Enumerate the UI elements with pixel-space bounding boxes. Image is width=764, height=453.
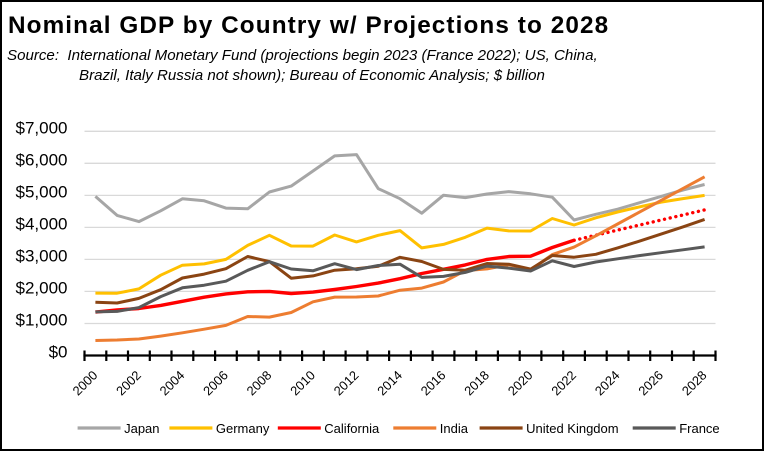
svg-text:2006: 2006 [200, 368, 231, 399]
svg-text:France: France [679, 421, 719, 436]
svg-text:Germany: Germany [216, 421, 270, 436]
svg-text:California: California [324, 421, 380, 436]
svg-text:2012: 2012 [331, 368, 362, 399]
svg-text:2022: 2022 [548, 368, 579, 399]
svg-text:$6,000: $6,000 [16, 150, 68, 169]
svg-text:2008: 2008 [244, 368, 275, 399]
svg-text:$3,000: $3,000 [16, 246, 68, 265]
svg-text:Japan: Japan [124, 421, 159, 436]
svg-text:$1,000: $1,000 [16, 311, 68, 330]
svg-text:2010: 2010 [287, 368, 318, 399]
svg-text:$2,000: $2,000 [16, 278, 68, 297]
svg-text:2000: 2000 [70, 368, 101, 399]
svg-text:2024: 2024 [592, 368, 623, 399]
svg-text:India: India [440, 421, 469, 436]
svg-text:$5,000: $5,000 [16, 182, 68, 201]
svg-text:2018: 2018 [461, 368, 492, 399]
svg-text:2026: 2026 [635, 368, 666, 399]
svg-text:2002: 2002 [113, 368, 144, 399]
svg-text:2016: 2016 [418, 368, 449, 399]
svg-text:United Kingdom: United Kingdom [526, 421, 619, 436]
svg-text:2004: 2004 [157, 368, 188, 399]
svg-text:$4,000: $4,000 [16, 214, 68, 233]
svg-text:2014: 2014 [374, 368, 405, 399]
svg-text:$0: $0 [49, 343, 68, 362]
svg-text:$7,000: $7,000 [16, 118, 68, 137]
svg-text:2028: 2028 [679, 368, 710, 399]
svg-text:2020: 2020 [505, 368, 536, 399]
